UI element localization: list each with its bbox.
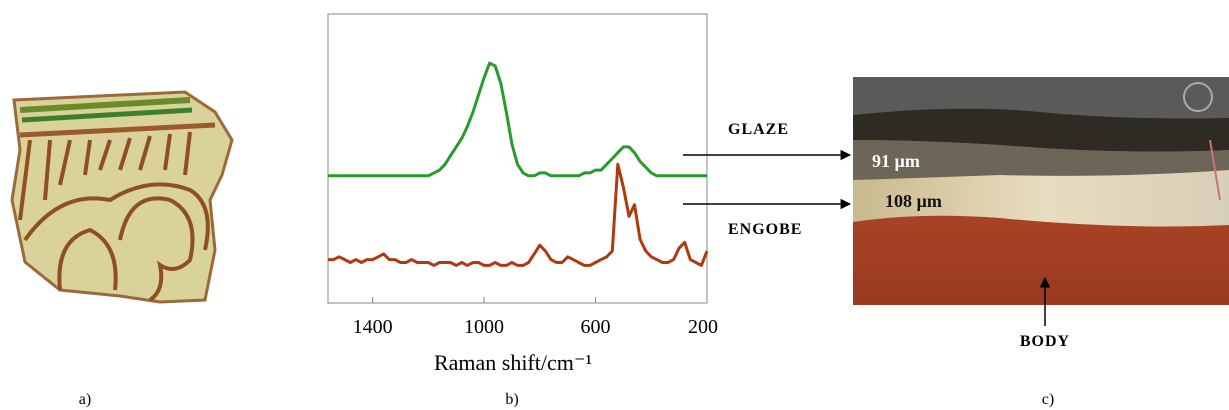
- layer-label: ENGOBE: [728, 221, 802, 238]
- panel-label: b): [505, 391, 518, 408]
- x-tick-label: 1400: [353, 316, 393, 338]
- layer-label: BODY: [1020, 333, 1070, 350]
- layer-label: GLAZE: [728, 121, 789, 138]
- panel-label: c): [1042, 391, 1054, 408]
- thickness-label: 108 µm: [885, 191, 942, 211]
- x-tick-label: 200: [688, 316, 718, 338]
- x-tick-label: 600: [581, 316, 611, 338]
- micrograph: [853, 77, 1229, 305]
- plot-frame: [327, 13, 708, 304]
- thickness-label: 91 µm: [872, 151, 920, 171]
- panel-label: a): [79, 391, 91, 408]
- spectrum-line: [328, 61, 707, 178]
- sherd-photo: [10, 90, 234, 304]
- spectrum-line: [328, 162, 709, 267]
- x-tick-label: 1000: [464, 316, 504, 338]
- x-axis-label: Raman shift/cm⁻¹: [434, 350, 592, 375]
